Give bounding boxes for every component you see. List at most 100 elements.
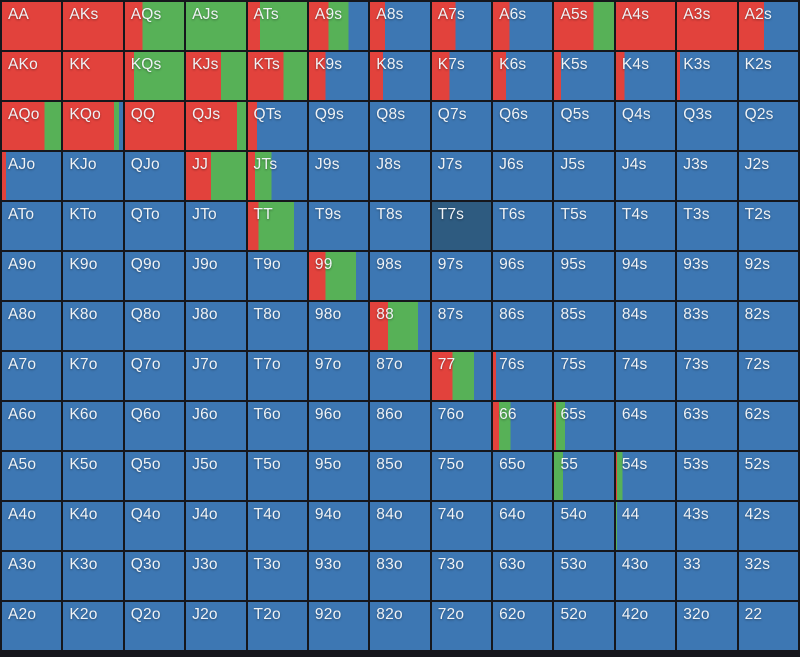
hand-cell-A7s[interactable]: A7s: [431, 2, 492, 50]
hand-cell-K3o[interactable]: K3o: [63, 552, 123, 600]
hand-cell-AKo[interactable]: AKo: [2, 52, 62, 100]
hand-cell-T2o[interactable]: T2o: [247, 602, 307, 650]
hand-cell-K7o[interactable]: K7o: [63, 352, 123, 400]
hand-cell-64o[interactable]: 64o: [493, 502, 553, 550]
hand-cell-K6s[interactable]: K6s: [493, 52, 553, 100]
hand-cell-J6o[interactable]: J6o: [186, 402, 246, 450]
hand-cell-84s[interactable]: 84s: [615, 302, 676, 350]
hand-cell-22[interactable]: 22: [738, 602, 798, 650]
hand-cell-92o[interactable]: 92o: [308, 602, 369, 650]
hand-cell-72o[interactable]: 72o: [431, 602, 492, 650]
hand-cell-Q4o[interactable]: Q4o: [124, 502, 185, 550]
hand-cell-A5s[interactable]: A5s: [554, 2, 614, 50]
hand-cell-72s[interactable]: 72s: [738, 352, 798, 400]
hand-cell-K8s[interactable]: K8s: [370, 52, 430, 100]
hand-cell-66[interactable]: 66: [493, 402, 553, 450]
hand-cell-K4o[interactable]: K4o: [63, 502, 123, 550]
hand-cell-ATo[interactable]: ATo: [2, 202, 62, 250]
hand-cell-93o[interactable]: 93o: [308, 552, 369, 600]
hand-cell-93s[interactable]: 93s: [677, 252, 737, 300]
hand-cell-65s[interactable]: 65s: [554, 402, 614, 450]
hand-cell-J7s[interactable]: J7s: [431, 152, 492, 200]
hand-cell-AQs[interactable]: AQs: [124, 2, 185, 50]
hand-cell-TT[interactable]: TT: [247, 202, 307, 250]
hand-cell-T2s[interactable]: T2s: [738, 202, 798, 250]
hand-cell-42s[interactable]: 42s: [738, 502, 798, 550]
hand-cell-44[interactable]: 44: [615, 502, 676, 550]
hand-cell-95s[interactable]: 95s: [554, 252, 614, 300]
hand-cell-76o[interactable]: 76o: [431, 402, 492, 450]
hand-cell-Q3s[interactable]: Q3s: [677, 102, 737, 150]
hand-cell-J9s[interactable]: J9s: [308, 152, 369, 200]
hand-cell-98o[interactable]: 98o: [308, 302, 369, 350]
hand-cell-53s[interactable]: 53s: [677, 452, 737, 500]
hand-cell-J7o[interactable]: J7o: [186, 352, 246, 400]
hand-cell-K2o[interactable]: K2o: [63, 602, 123, 650]
hand-cell-83s[interactable]: 83s: [677, 302, 737, 350]
hand-cell-Q4s[interactable]: Q4s: [615, 102, 676, 150]
hand-cell-Q7o[interactable]: Q7o: [124, 352, 185, 400]
hand-cell-42o[interactable]: 42o: [615, 602, 676, 650]
hand-cell-Q3o[interactable]: Q3o: [124, 552, 185, 600]
hand-cell-75s[interactable]: 75s: [554, 352, 614, 400]
hand-cell-KQs[interactable]: KQs: [124, 52, 185, 100]
hand-cell-JTo[interactable]: JTo: [186, 202, 246, 250]
hand-cell-A9s[interactable]: A9s: [308, 2, 369, 50]
hand-cell-K7s[interactable]: K7s: [431, 52, 492, 100]
hand-cell-94s[interactable]: 94s: [615, 252, 676, 300]
hand-cell-Q5s[interactable]: Q5s: [554, 102, 614, 150]
hand-cell-55[interactable]: 55: [554, 452, 614, 500]
hand-cell-K3s[interactable]: K3s: [677, 52, 737, 100]
hand-cell-Q2s[interactable]: Q2s: [738, 102, 798, 150]
hand-cell-Q5o[interactable]: Q5o: [124, 452, 185, 500]
hand-cell-ATs[interactable]: ATs: [247, 2, 307, 50]
hand-cell-K8o[interactable]: K8o: [63, 302, 123, 350]
hand-cell-J3o[interactable]: J3o: [186, 552, 246, 600]
hand-cell-32o[interactable]: 32o: [677, 602, 737, 650]
hand-cell-85s[interactable]: 85s: [554, 302, 614, 350]
hand-cell-T7s[interactable]: T7s: [431, 202, 492, 250]
hand-cell-88[interactable]: 88: [370, 302, 430, 350]
hand-cell-JTs[interactable]: JTs: [247, 152, 307, 200]
hand-cell-82o[interactable]: 82o: [370, 602, 430, 650]
hand-cell-94o[interactable]: 94o: [308, 502, 369, 550]
hand-cell-QTo[interactable]: QTo: [124, 202, 185, 250]
hand-cell-A6s[interactable]: A6s: [493, 2, 553, 50]
hand-cell-Q8s[interactable]: Q8s: [370, 102, 430, 150]
hand-cell-T3s[interactable]: T3s: [677, 202, 737, 250]
hand-cell-A2o[interactable]: A2o: [2, 602, 62, 650]
hand-cell-33[interactable]: 33: [677, 552, 737, 600]
hand-cell-J3s[interactable]: J3s: [677, 152, 737, 200]
hand-cell-A4o[interactable]: A4o: [2, 502, 62, 550]
hand-cell-53o[interactable]: 53o: [554, 552, 614, 600]
hand-cell-62s[interactable]: 62s: [738, 402, 798, 450]
hand-cell-83o[interactable]: 83o: [370, 552, 430, 600]
hand-cell-T9o[interactable]: T9o: [247, 252, 307, 300]
hand-cell-T4s[interactable]: T4s: [615, 202, 676, 250]
hand-cell-J2o[interactable]: J2o: [186, 602, 246, 650]
hand-cell-A3s[interactable]: A3s: [677, 2, 737, 50]
hand-cell-74s[interactable]: 74s: [615, 352, 676, 400]
hand-cell-T9s[interactable]: T9s: [308, 202, 369, 250]
hand-cell-97s[interactable]: 97s: [431, 252, 492, 300]
hand-cell-KJs[interactable]: KJs: [186, 52, 246, 100]
hand-cell-J2s[interactable]: J2s: [738, 152, 798, 200]
hand-cell-A8s[interactable]: A8s: [370, 2, 430, 50]
hand-cell-KK[interactable]: KK: [63, 52, 123, 100]
hand-cell-43s[interactable]: 43s: [677, 502, 737, 550]
hand-cell-T8s[interactable]: T8s: [370, 202, 430, 250]
hand-cell-76s[interactable]: 76s: [493, 352, 553, 400]
hand-cell-T3o[interactable]: T3o: [247, 552, 307, 600]
hand-cell-K2s[interactable]: K2s: [738, 52, 798, 100]
hand-cell-87o[interactable]: 87o: [370, 352, 430, 400]
hand-cell-QQ[interactable]: QQ: [124, 102, 185, 150]
hand-cell-KTs[interactable]: KTs: [247, 52, 307, 100]
hand-cell-62o[interactable]: 62o: [493, 602, 553, 650]
hand-cell-AQo[interactable]: AQo: [2, 102, 62, 150]
hand-cell-T8o[interactable]: T8o: [247, 302, 307, 350]
hand-cell-A7o[interactable]: A7o: [2, 352, 62, 400]
hand-cell-QJs[interactable]: QJs: [186, 102, 246, 150]
hand-cell-32s[interactable]: 32s: [738, 552, 798, 600]
hand-cell-52s[interactable]: 52s: [738, 452, 798, 500]
hand-cell-T5s[interactable]: T5s: [554, 202, 614, 250]
